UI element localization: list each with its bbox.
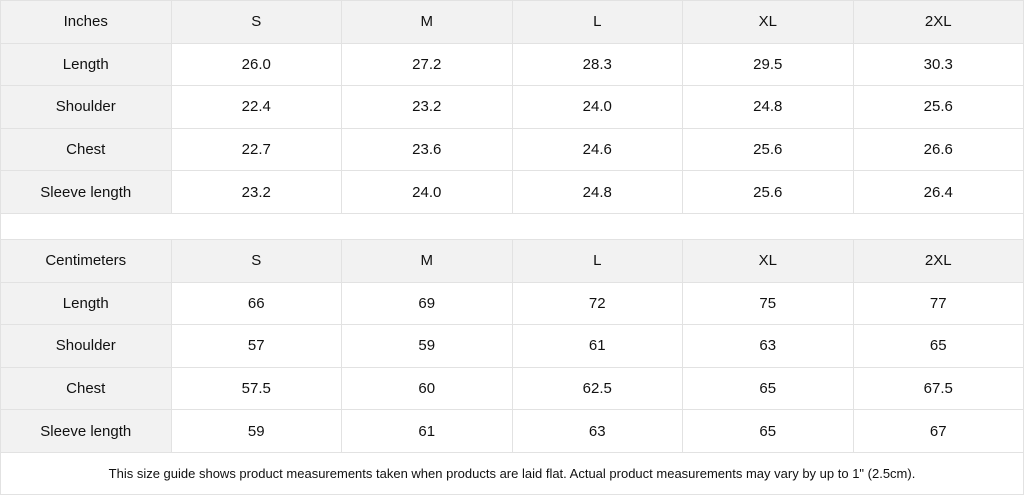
- measurement-value: 65: [682, 366, 854, 411]
- measurement-value: 22.4: [170, 85, 342, 129]
- measurement-value: 24.0: [511, 85, 683, 129]
- measurement-value: 69: [341, 281, 513, 326]
- measurement-value: 24.8: [682, 85, 854, 129]
- size-header: S: [170, 0, 342, 44]
- measurement-value: 27.2: [341, 42, 513, 87]
- size-header: L: [511, 238, 683, 283]
- measurement-value: 26.0: [170, 42, 342, 87]
- inches-header-row: Inches S M L XL 2XL: [0, 0, 1024, 44]
- measurement-value: 24.8: [511, 170, 683, 214]
- measurement-value: 59: [170, 409, 342, 453]
- measurement-value: 24.0: [341, 170, 513, 214]
- size-header: M: [341, 0, 513, 44]
- inches-unit-label: Inches: [0, 0, 172, 44]
- table-row: Shoulder 57 59 61 63 65: [0, 324, 1024, 368]
- measurement-value: 24.6: [511, 127, 683, 172]
- measurement-label: Length: [0, 42, 172, 87]
- section-spacer: [0, 212, 1024, 240]
- measurement-value: 25.6: [682, 170, 854, 214]
- table-row: Length 66 69 72 75 77: [0, 281, 1024, 326]
- measurement-value: 57.5: [170, 366, 342, 411]
- spacer-cell: [0, 212, 1024, 240]
- size-header: XL: [682, 238, 854, 283]
- measurement-value: 61: [341, 409, 513, 453]
- measurement-value: 59: [341, 324, 513, 368]
- measurement-value: 25.6: [682, 127, 854, 172]
- measurement-value: 28.3: [511, 42, 683, 87]
- measurement-label: Sleeve length: [0, 170, 172, 214]
- size-header: L: [511, 0, 683, 44]
- table-row: Chest 22.7 23.6 24.6 25.6 26.6: [0, 127, 1024, 172]
- table-row: Chest 57.5 60 62.5 65 67.5: [0, 366, 1024, 411]
- centimeters-header-row: Centimeters S M L XL 2XL: [0, 238, 1024, 283]
- measurement-label: Sleeve length: [0, 409, 172, 453]
- measurement-label: Chest: [0, 127, 172, 172]
- measurement-value: 62.5: [511, 366, 683, 411]
- measurement-value: 67.5: [852, 366, 1024, 411]
- measurement-value: 65: [682, 409, 854, 453]
- measurement-value: 75: [682, 281, 854, 326]
- measurement-label: Length: [0, 281, 172, 326]
- table-row: Shoulder 22.4 23.2 24.0 24.8 25.6: [0, 85, 1024, 129]
- measurement-label: Shoulder: [0, 85, 172, 129]
- size-header: XL: [682, 0, 854, 44]
- size-header: M: [341, 238, 513, 283]
- measurement-label: Shoulder: [0, 324, 172, 368]
- measurement-value: 66: [170, 281, 342, 326]
- measurement-value: 67: [852, 409, 1024, 453]
- measurement-value: 77: [852, 281, 1024, 326]
- measurement-value: 65: [852, 324, 1024, 368]
- table-row: Sleeve length 59 61 63 65 67: [0, 409, 1024, 453]
- table-row: Length 26.0 27.2 28.3 29.5 30.3: [0, 42, 1024, 87]
- measurement-value: 23.6: [341, 127, 513, 172]
- size-header: 2XL: [852, 238, 1024, 283]
- measurement-value: 23.2: [341, 85, 513, 129]
- measurement-value: 60: [341, 366, 513, 411]
- measurement-value: 25.6: [852, 85, 1024, 129]
- measurement-value: 29.5: [682, 42, 854, 87]
- measurement-value: 26.6: [852, 127, 1024, 172]
- measurement-value: 72: [511, 281, 683, 326]
- table-row: Sleeve length 23.2 24.0 24.8 25.6 26.4: [0, 170, 1024, 214]
- measurement-value: 57: [170, 324, 342, 368]
- footnote-row: This size guide shows product measuremen…: [0, 451, 1024, 495]
- measurement-label: Chest: [0, 366, 172, 411]
- size-header: S: [170, 238, 342, 283]
- measurement-value: 61: [511, 324, 683, 368]
- measurement-value: 30.3: [852, 42, 1024, 87]
- measurement-value: 63: [511, 409, 683, 453]
- measurement-value: 23.2: [170, 170, 342, 214]
- centimeters-unit-label: Centimeters: [0, 238, 172, 283]
- footnote: This size guide shows product measuremen…: [0, 451, 1024, 495]
- measurement-value: 63: [682, 324, 854, 368]
- measurement-value: 26.4: [852, 170, 1024, 214]
- size-header: 2XL: [852, 0, 1024, 44]
- measurement-value: 22.7: [170, 127, 342, 172]
